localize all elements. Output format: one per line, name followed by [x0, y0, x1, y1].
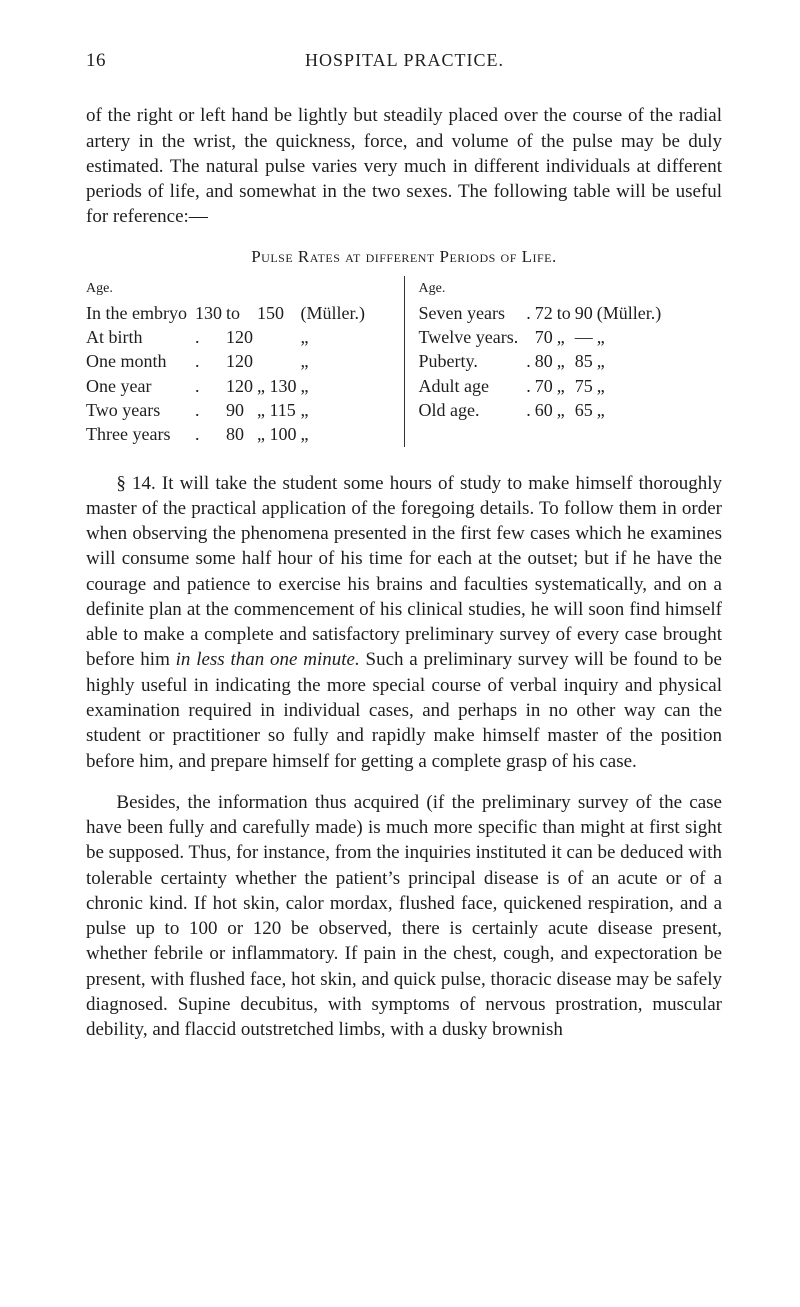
row-val: „ 100	[257, 422, 301, 446]
row-val: 80	[535, 349, 557, 373]
row-val: (Müller.)	[300, 301, 369, 325]
page-header: 16 HOSPITAL PRACTICE. 16	[86, 48, 722, 73]
table-row: Adult age . 70 „ 75 „	[419, 374, 666, 398]
table-row: Three years . 80 „ 100 „	[86, 422, 369, 446]
table-row: At birth . 120 „	[86, 325, 369, 349]
table-row: One month . 120 „	[86, 349, 369, 373]
row-val: 80	[226, 422, 257, 446]
row-label: Adult age	[419, 374, 527, 398]
left-column: Age. In the embryo 130 to 150 (Müller.) …	[86, 276, 405, 446]
row-label: One month	[86, 349, 195, 373]
row-label: One year	[86, 374, 195, 398]
left-col-head: Age.	[86, 280, 390, 299]
row-val: .	[195, 374, 226, 398]
row-val: .	[195, 398, 226, 422]
row-val: „ 115	[257, 398, 301, 422]
row-val: 120	[226, 325, 257, 349]
row-val: 70	[535, 374, 557, 398]
row-val: .	[195, 349, 226, 373]
row-val: „	[300, 398, 369, 422]
row-label: Puberty.	[419, 349, 527, 373]
row-val: 90	[226, 398, 257, 422]
row-val	[526, 325, 535, 349]
row-val: —	[575, 325, 597, 349]
row-val: to	[226, 301, 257, 325]
row-val: 150	[257, 301, 301, 325]
row-val: „	[597, 398, 666, 422]
row-val: „	[300, 374, 369, 398]
running-head: HOSPITAL PRACTICE.	[106, 49, 703, 73]
table-title: Pulse Rates at different Periods of Life…	[86, 246, 722, 269]
right-column: Age. Seven years . 72 to 90 (Müller.) Tw…	[405, 276, 723, 446]
row-val	[257, 325, 301, 349]
row-val: 75	[575, 374, 597, 398]
row-label: Old age.	[419, 398, 527, 422]
row-val: 85	[575, 349, 597, 373]
row-label: Twelve years.	[419, 325, 527, 349]
row-val: 65	[575, 398, 597, 422]
row-val: 130	[195, 301, 226, 325]
row-val: „	[300, 325, 369, 349]
paragraph-2a: It will take the student some hours of s…	[86, 473, 722, 671]
row-val: „	[300, 422, 369, 446]
paragraph-2: § 14. It will take the student some hour…	[86, 471, 722, 774]
row-label: Three years	[86, 422, 195, 446]
row-val: .	[195, 422, 226, 446]
row-label: In the embryo	[86, 301, 195, 325]
row-val: „	[597, 374, 666, 398]
table-row: Two years . 90 „ 115 „	[86, 398, 369, 422]
row-val: .	[195, 325, 226, 349]
row-val: 60	[535, 398, 557, 422]
row-label: Seven years	[419, 301, 527, 325]
right-col-head: Age.	[419, 280, 723, 299]
left-rates-table: In the embryo 130 to 150 (Müller.) At bi…	[86, 301, 369, 447]
row-val	[257, 349, 301, 373]
row-val: (Müller.)	[597, 301, 666, 325]
row-val: „	[557, 325, 575, 349]
table-title-text: Pulse Rates at different Periods of Life…	[251, 247, 557, 266]
table-row: Twelve years. 70 „ — „	[419, 325, 666, 349]
right-rates-table: Seven years . 72 to 90 (Müller.) Twelve …	[419, 301, 666, 422]
row-val: „	[597, 349, 666, 373]
table-row: Seven years . 72 to 90 (Müller.)	[419, 301, 666, 325]
paragraph-1: of the right or left hand be lightly but…	[86, 103, 722, 229]
page-number: 16	[86, 48, 106, 73]
row-val: „	[557, 349, 575, 373]
paragraph-3: Besides, the information thus acquired (…	[86, 790, 722, 1043]
row-val: „	[300, 349, 369, 373]
row-val: .	[526, 398, 535, 422]
row-val: .	[526, 349, 535, 373]
row-val: „ 130	[257, 374, 301, 398]
row-val: .	[526, 374, 535, 398]
row-val: 120	[226, 374, 257, 398]
row-val: „	[597, 325, 666, 349]
row-val: 120	[226, 349, 257, 373]
row-label: Two years	[86, 398, 195, 422]
row-val: to	[557, 301, 575, 325]
row-val: „	[557, 374, 575, 398]
row-val: „	[557, 398, 575, 422]
row-val: 90	[575, 301, 597, 325]
row-val: .	[526, 301, 535, 325]
section-mark: § 14.	[116, 473, 155, 494]
paragraph-2-italic: in less than one minute.	[176, 649, 360, 670]
table-row: Old age. . 60 „ 65 „	[419, 398, 666, 422]
row-val: 72	[535, 301, 557, 325]
table-row: In the embryo 130 to 150 (Müller.)	[86, 301, 369, 325]
page: 16 HOSPITAL PRACTICE. 16 of the right or…	[0, 0, 800, 1307]
pulse-rates-table: Age. In the embryo 130 to 150 (Müller.) …	[86, 276, 722, 446]
row-val: 70	[535, 325, 557, 349]
table-row: One year . 120 „ 130 „	[86, 374, 369, 398]
row-label: At birth	[86, 325, 195, 349]
table-row: Puberty. . 80 „ 85 „	[419, 349, 666, 373]
